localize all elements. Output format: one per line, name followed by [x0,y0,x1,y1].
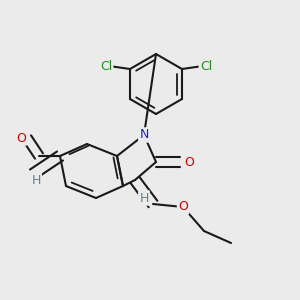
Text: H: H [139,191,149,205]
Text: O: O [184,155,194,169]
Text: H: H [31,173,41,187]
Text: Cl: Cl [200,59,212,73]
Text: N: N [139,128,149,142]
Text: O: O [16,131,26,145]
Text: Cl: Cl [100,59,112,73]
Text: O: O [178,200,188,214]
